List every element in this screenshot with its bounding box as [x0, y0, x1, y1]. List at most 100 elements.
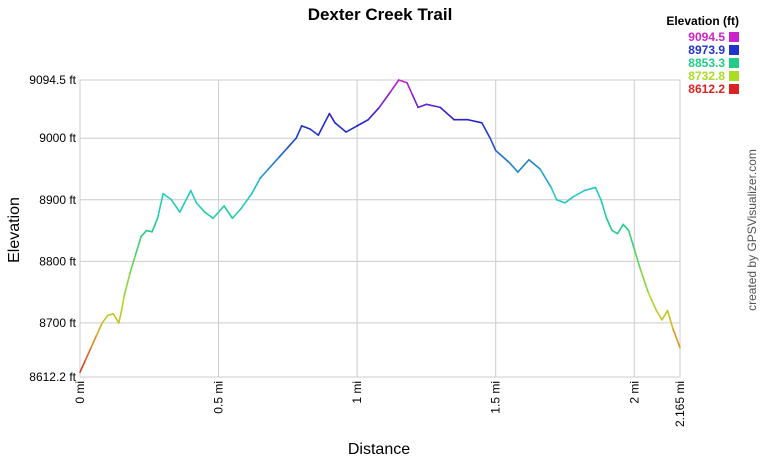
x-tick-label: 0.5 mi	[212, 381, 226, 414]
elevation-segment	[528, 158, 541, 170]
elevation-segment	[389, 79, 400, 93]
elevation-segment	[647, 291, 658, 312]
x-tick-label: 2 mi	[627, 381, 641, 404]
elevation-segment	[151, 217, 159, 233]
elevation-segment	[572, 189, 586, 198]
elevation-segment	[328, 112, 336, 124]
elevation-segment	[417, 103, 428, 109]
elevation-segment	[539, 168, 552, 189]
elevation-segment	[439, 106, 455, 121]
elevation-segment	[212, 205, 225, 220]
elevation-segment	[616, 223, 624, 235]
legend-swatch	[729, 58, 739, 68]
elevation-segment	[489, 137, 497, 152]
elevation-segment	[406, 81, 414, 96]
x-tick-label: 2.165 mi	[673, 381, 687, 427]
elevation-segment	[162, 192, 173, 201]
elevation-segment	[425, 103, 442, 109]
legend-title: Elevation (ft)	[666, 14, 739, 28]
elevation-segment	[411, 94, 419, 109]
elevation-segment	[140, 229, 148, 238]
elevation-segment	[605, 217, 613, 232]
elevation-segment	[555, 198, 566, 204]
x-tick-label: 0 mi	[73, 381, 87, 404]
elevation-segment	[517, 158, 530, 173]
elevation-segment	[345, 125, 358, 133]
x-tick-label: 1 mi	[350, 381, 364, 404]
elevation-segment	[106, 312, 115, 317]
elevation-segment	[84, 346, 92, 361]
elevation-segment	[508, 162, 519, 173]
elevation-segment	[120, 294, 126, 312]
elevation-segment	[178, 189, 192, 213]
y-tick-label: 8900 ft	[39, 193, 76, 207]
elevation-segment	[190, 189, 198, 204]
elevation-segment	[278, 146, 289, 158]
elevation-segment	[195, 202, 206, 213]
elevation-segment	[95, 322, 103, 337]
elevation-segment	[203, 211, 214, 220]
elevation-segment	[655, 309, 663, 321]
x-tick-label: 1.5 mi	[489, 381, 503, 414]
elevation-segment	[112, 312, 120, 324]
legend-swatch	[729, 32, 739, 42]
plot-grid	[79, 79, 681, 378]
legend-entry-label: 8853.3	[688, 56, 725, 70]
elevation-segment	[672, 328, 681, 349]
elevation-segment	[134, 235, 142, 256]
elevation-segment	[600, 198, 608, 220]
elevation-segment	[356, 118, 370, 127]
elevation-segment	[550, 186, 558, 201]
legend-entry-label: 8612.2	[688, 82, 725, 96]
elevation-segment	[661, 309, 669, 321]
legend: Elevation (ft) 9094.58973.98853.38732.88…	[666, 14, 739, 96]
elevation-segment	[666, 309, 674, 330]
elevation-segment	[231, 208, 242, 220]
y-axis-title: Elevation	[6, 197, 23, 263]
elevation-segment	[101, 314, 109, 324]
elevation-segment	[90, 334, 98, 349]
elevation-segment	[223, 205, 234, 220]
elevation-segment	[287, 137, 297, 149]
elevation-segment	[117, 309, 123, 324]
y-tick-label: 8800 ft	[39, 254, 76, 268]
elevation-segment	[129, 254, 137, 275]
chart-title: Dexter Creek Trail	[308, 5, 453, 24]
elevation-segment	[259, 168, 270, 180]
elevation-segment	[594, 186, 602, 201]
elevation-segment	[317, 112, 331, 136]
elevation-segment	[145, 229, 153, 233]
y-tick-label: 8612.2 ft	[29, 370, 76, 384]
legend-entry-label: 9094.5	[688, 30, 725, 44]
legend-swatch	[729, 84, 739, 94]
elevation-segment	[156, 192, 164, 220]
elevation-segment	[494, 149, 511, 164]
elevation-segment	[334, 121, 347, 133]
legend-entry-label: 8732.8	[688, 69, 725, 83]
elevation-segment	[367, 106, 381, 121]
elevation-segment	[170, 198, 181, 213]
elevation-segment	[627, 229, 636, 250]
elevation-segment	[611, 229, 619, 235]
elevation-segment	[267, 155, 281, 170]
y-tick-label: 8700 ft	[39, 316, 76, 330]
legend-entry-label: 8973.9	[688, 43, 725, 57]
elevation-segment	[639, 266, 649, 293]
elevation-segment	[79, 359, 87, 373]
y-tick-label: 9094.5 ft	[29, 73, 76, 87]
elevation-segment	[622, 223, 630, 232]
elevation-segment	[239, 192, 253, 210]
x-axis-title: Distance	[348, 441, 410, 458]
elevation-segment	[633, 248, 641, 269]
plot-frame	[79, 79, 681, 378]
elevation-segment	[295, 125, 303, 139]
credit-text: created by GPSVisualizer.com	[745, 149, 759, 311]
elevation-segment	[300, 125, 311, 130]
elevation-segment	[397, 79, 408, 84]
x-axis-ticks: 0 mi 0.5 mi 1 mi 1.5 mi 2 mi 2.165 mi	[73, 381, 687, 427]
legend-swatch	[729, 71, 739, 81]
elevation-segment	[378, 91, 392, 109]
legend-swatch	[729, 45, 739, 55]
elevation-segment	[251, 177, 261, 195]
